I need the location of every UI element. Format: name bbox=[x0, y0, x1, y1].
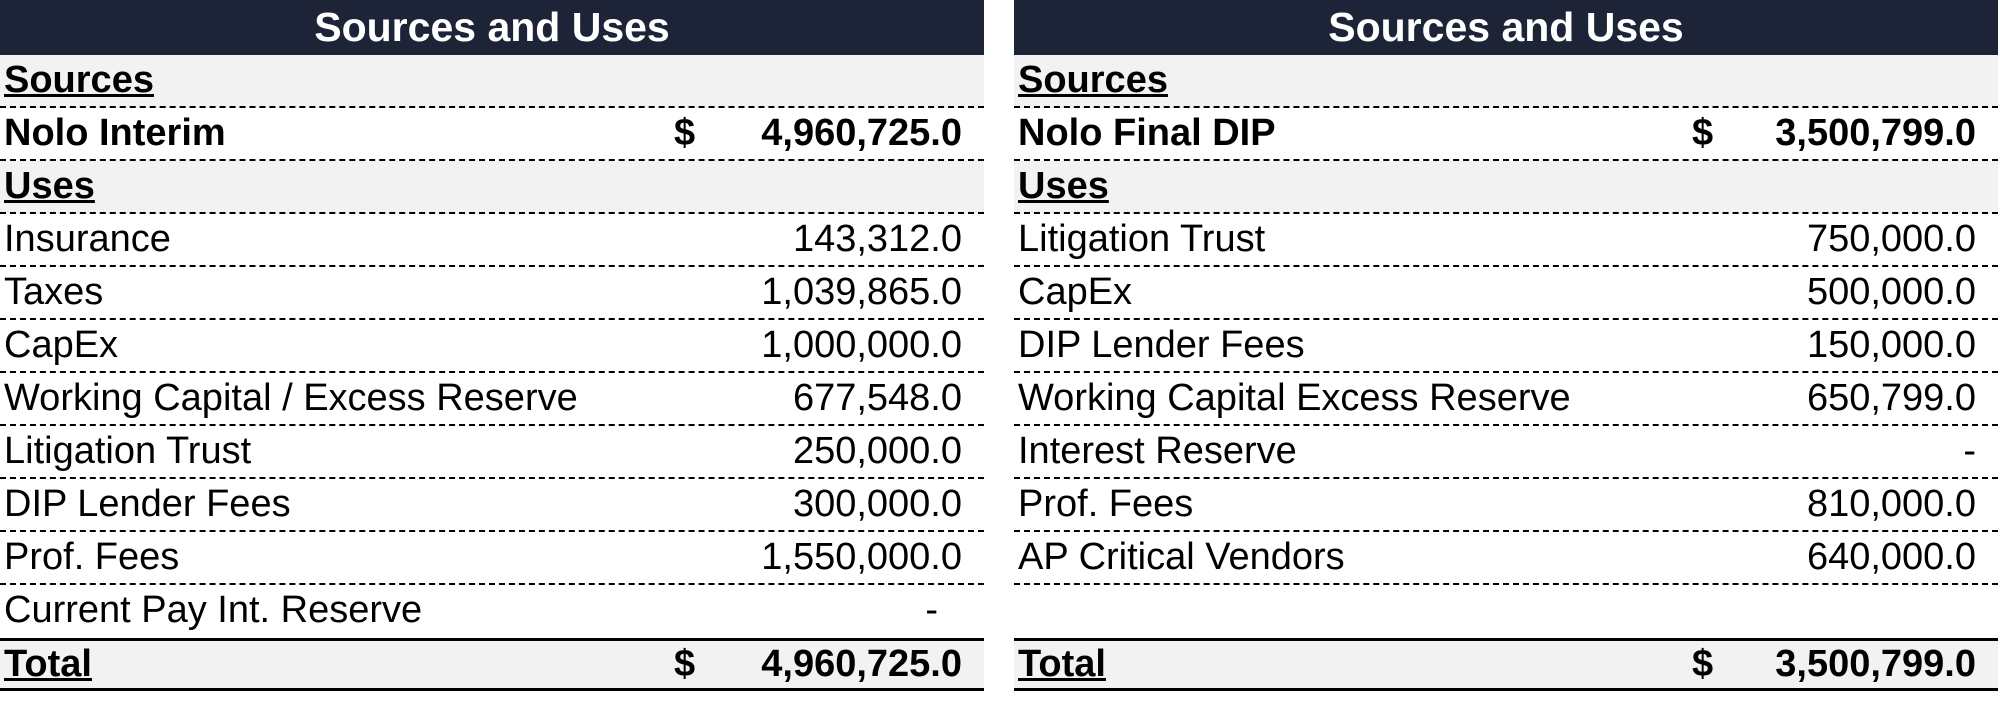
use-value: - bbox=[925, 589, 938, 631]
use-value: 250,000.0 bbox=[792, 430, 962, 472]
total-value: 4,960,725.0 bbox=[761, 643, 962, 685]
use-value: 300,000.0 bbox=[792, 483, 962, 525]
use-value: 750,000.0 bbox=[1806, 218, 1976, 260]
use-label: Litigation Trust bbox=[4, 430, 252, 472]
total-value: 3,500,799.0 bbox=[1775, 643, 1976, 685]
use-label: Interest Reserve bbox=[1018, 430, 1297, 472]
use-row: DIP Lender Fees 150,000.0 bbox=[1014, 320, 1998, 373]
use-value: 1,039,865.0 bbox=[761, 271, 962, 313]
use-label: CapEx bbox=[4, 324, 119, 366]
use-row: Prof. Fees 1,550,000.0 bbox=[0, 532, 984, 585]
use-label: Prof. Fees bbox=[4, 536, 180, 578]
sources-uses-table-left: Sources and Uses Sources Nolo Interim $ … bbox=[0, 0, 984, 691]
source-value: 4,960,725.0 bbox=[761, 112, 962, 154]
source-label: Nolo Interim bbox=[4, 112, 226, 154]
source-label: Nolo Final DIP bbox=[1018, 112, 1276, 154]
total-label: Total bbox=[1018, 643, 1106, 685]
use-row: CapEx 1,000,000.0 bbox=[0, 320, 984, 373]
source-row: Nolo Interim $ 4,960,725.0 bbox=[0, 108, 984, 161]
currency-symbol: $ bbox=[674, 112, 696, 154]
use-label: Current Pay Int. Reserve bbox=[4, 589, 423, 631]
use-value: 677,548.0 bbox=[792, 377, 962, 419]
use-row: Working Capital Excess Reserve 650,799.0 bbox=[1014, 373, 1998, 426]
use-label: Taxes bbox=[4, 271, 104, 313]
use-row: Litigation Trust 750,000.0 bbox=[1014, 214, 1998, 267]
use-row: Interest Reserve - bbox=[1014, 426, 1998, 479]
sources-heading-row: Sources bbox=[1014, 55, 1998, 108]
uses-heading-row: Uses bbox=[0, 161, 984, 214]
total-label: Total bbox=[4, 643, 92, 685]
use-row: Prof. Fees 810,000.0 bbox=[1014, 479, 1998, 532]
use-label: Insurance bbox=[4, 218, 171, 260]
use-row: Working Capital / Excess Reserve 677,548… bbox=[0, 373, 984, 426]
use-value: 150,000.0 bbox=[1806, 324, 1976, 366]
uses-heading: Uses bbox=[1018, 165, 1109, 207]
use-value: 500,000.0 bbox=[1806, 271, 1976, 313]
use-row: DIP Lender Fees 300,000.0 bbox=[0, 479, 984, 532]
use-value: 650,799.0 bbox=[1806, 377, 1976, 419]
use-row: Taxes 1,039,865.0 bbox=[0, 267, 984, 320]
sources-heading: Sources bbox=[4, 59, 154, 101]
use-label: Litigation Trust bbox=[1018, 218, 1266, 260]
uses-heading-row: Uses bbox=[1014, 161, 1998, 214]
use-label: CapEx bbox=[1018, 271, 1133, 313]
use-label: DIP Lender Fees bbox=[4, 483, 291, 525]
use-label: Prof. Fees bbox=[1018, 483, 1194, 525]
uses-heading: Uses bbox=[4, 165, 95, 207]
use-row: Current Pay Int. Reserve - bbox=[0, 585, 984, 638]
currency-symbol: $ bbox=[1692, 112, 1714, 154]
source-value: 3,500,799.0 bbox=[1775, 112, 1976, 154]
total-row: Total $ 3,500,799.0 bbox=[1014, 638, 1998, 691]
use-label: Working Capital Excess Reserve bbox=[1018, 377, 1571, 419]
sources-heading: Sources bbox=[1018, 59, 1168, 101]
total-row: Total $ 4,960,725.0 bbox=[0, 638, 984, 691]
sources-heading-row: Sources bbox=[0, 55, 984, 108]
table-title: Sources and Uses bbox=[1014, 0, 1998, 55]
use-row: Insurance 143,312.0 bbox=[0, 214, 984, 267]
use-row: Litigation Trust 250,000.0 bbox=[0, 426, 984, 479]
use-label: Working Capital / Excess Reserve bbox=[4, 377, 578, 419]
source-row: Nolo Final DIP $ 3,500,799.0 bbox=[1014, 108, 1998, 161]
use-value: 1,550,000.0 bbox=[761, 536, 962, 578]
use-row: AP Critical Vendors 640,000.0 bbox=[1014, 532, 1998, 585]
empty-row bbox=[1014, 585, 1998, 638]
use-label: DIP Lender Fees bbox=[1018, 324, 1305, 366]
table-title: Sources and Uses bbox=[0, 0, 984, 55]
use-label: AP Critical Vendors bbox=[1018, 536, 1345, 578]
use-row: CapEx 500,000.0 bbox=[1014, 267, 1998, 320]
currency-symbol: $ bbox=[674, 643, 696, 685]
use-value: - bbox=[1963, 430, 1976, 472]
use-value: 1,000,000.0 bbox=[761, 324, 962, 366]
currency-symbol: $ bbox=[1692, 643, 1714, 685]
sources-uses-table-right: Sources and Uses Sources Nolo Final DIP … bbox=[1014, 0, 1998, 691]
use-value: 143,312.0 bbox=[792, 218, 962, 260]
use-value: 810,000.0 bbox=[1806, 483, 1976, 525]
use-value: 640,000.0 bbox=[1806, 536, 1976, 578]
